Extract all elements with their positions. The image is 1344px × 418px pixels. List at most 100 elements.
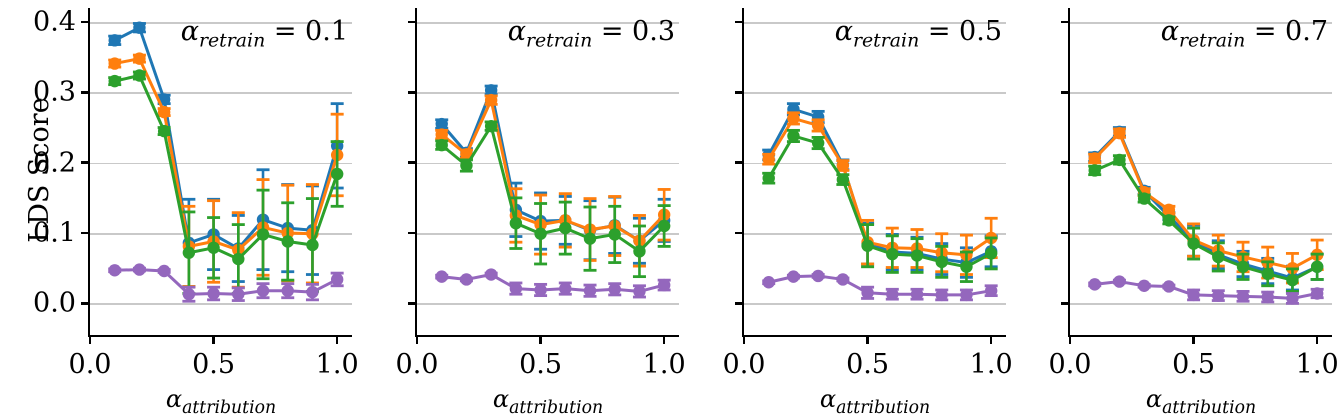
y-axis-tick <box>408 231 417 235</box>
data-point <box>281 235 294 248</box>
data-point <box>207 287 220 300</box>
series-purple <box>1088 275 1324 305</box>
y-axis-tick-label: 0.0 <box>33 287 76 319</box>
data-point <box>1286 273 1299 287</box>
plot-area: 0.0 0.5 1.0 αattribution αretrain = 0.5 <box>723 8 1013 418</box>
chart-panel-4: 0.0 0.5 1.0 αattribution αretrain = 0.7 <box>1049 0 1339 418</box>
data-point <box>281 284 294 297</box>
plot-area: 0.0 0.5 1.0 αattribution αretrain = 0.3 <box>396 8 686 418</box>
data-point <box>984 247 998 260</box>
data-point <box>861 286 874 300</box>
data-point <box>1088 278 1101 291</box>
y-axis-tick <box>1061 91 1070 94</box>
data-point <box>608 283 621 296</box>
x-axis-tick-label: 0.5 <box>846 349 890 380</box>
series-layer <box>435 84 671 299</box>
data-point <box>608 228 621 241</box>
data-point <box>108 74 121 88</box>
data-point <box>435 270 448 283</box>
y-axis-tick <box>735 161 744 164</box>
data-point <box>460 148 473 161</box>
x-axis-tick-label: 1.0 <box>1295 349 1339 380</box>
panel-title-value: = 0.5 <box>919 16 1002 47</box>
data-point <box>182 246 196 259</box>
data-point <box>910 249 924 262</box>
y-axis-tick <box>408 91 417 94</box>
gridline-y <box>417 233 679 235</box>
data-point <box>935 288 948 302</box>
data-point <box>762 171 775 185</box>
x-axis-tick <box>1315 335 1319 344</box>
gridline-y <box>417 92 679 94</box>
series-orange <box>1088 126 1324 285</box>
data-point <box>984 284 998 297</box>
y-axis-tick <box>408 302 417 305</box>
y-axis-tick <box>1061 302 1070 305</box>
data-point <box>1212 289 1225 302</box>
x-axis-tick <box>415 335 419 344</box>
data-point <box>330 167 344 181</box>
gridline-y <box>744 303 1006 305</box>
data-point <box>157 264 171 278</box>
y-axis-tick <box>81 302 90 305</box>
x-axis-tick-label: 1.0 <box>969 349 1013 380</box>
panel-title: αretrain = 0.7 <box>1160 16 1328 52</box>
data-point <box>1236 260 1250 273</box>
panel-title: αretrain = 0.1 <box>180 16 348 52</box>
data-point <box>811 119 825 132</box>
x-axis-tick <box>989 335 993 344</box>
x-axis-tick <box>1192 335 1195 344</box>
gridline-y <box>417 303 679 305</box>
data-point <box>509 282 523 295</box>
x-axis-title: αattribution <box>165 385 277 418</box>
plot-area: 0.0 0.1 0.2 0.3 0.4 0.0 0.5 1.0 αattribution αret… <box>33 7 359 418</box>
x-axis-title: αattribution <box>819 385 931 418</box>
data-point <box>534 227 547 240</box>
x-axis-tick-label: 0.0 <box>395 349 439 380</box>
data-point <box>256 228 270 241</box>
gridline-y <box>744 162 1006 165</box>
gridline-y <box>1070 162 1332 165</box>
data-point <box>1187 237 1200 250</box>
gridline-y <box>90 92 352 94</box>
data-point <box>157 124 171 138</box>
data-point <box>886 288 899 301</box>
data-point <box>1162 280 1176 293</box>
panel-title: αretrain = 0.3 <box>507 16 675 52</box>
y-axis-tick <box>81 91 90 94</box>
data-point <box>836 273 850 286</box>
data-point <box>583 284 597 297</box>
x-axis-tick-label: 0.5 <box>1172 349 1216 380</box>
data-point <box>1236 290 1250 303</box>
y-axis-tick <box>1061 161 1070 164</box>
x-axis-tick <box>88 335 92 344</box>
data-point <box>836 159 850 172</box>
x-axis-tick <box>212 335 215 344</box>
data-point <box>509 216 523 230</box>
data-point <box>787 112 800 125</box>
gridline-y <box>90 233 352 235</box>
data-point <box>1113 275 1126 288</box>
gridline-y <box>1070 92 1332 94</box>
y-axis-tick <box>81 161 90 164</box>
y-axis-tick <box>81 20 90 24</box>
data-point <box>886 247 899 261</box>
data-point <box>306 238 319 252</box>
y-axis-tick-label: 0.1 <box>33 217 76 249</box>
data-point <box>1113 126 1126 140</box>
y-axis-tick <box>735 91 744 94</box>
series-orange <box>435 93 671 268</box>
series-green <box>435 119 671 279</box>
x-axis-tick-label: 0.5 <box>519 349 563 380</box>
y-axis-tick <box>408 161 417 164</box>
y-axis-tick <box>735 20 744 24</box>
data-point <box>762 276 775 289</box>
y-axis-tick-label: 0.2 <box>33 147 76 179</box>
y-axis-tick <box>735 231 744 235</box>
data-point <box>787 270 800 283</box>
data-point <box>460 273 473 286</box>
x-axis-tick <box>335 335 339 344</box>
panel-title-value: = 0.1 <box>265 16 348 47</box>
x-axis-tick-label: 0.0 <box>722 349 766 380</box>
series-layer <box>108 21 344 303</box>
